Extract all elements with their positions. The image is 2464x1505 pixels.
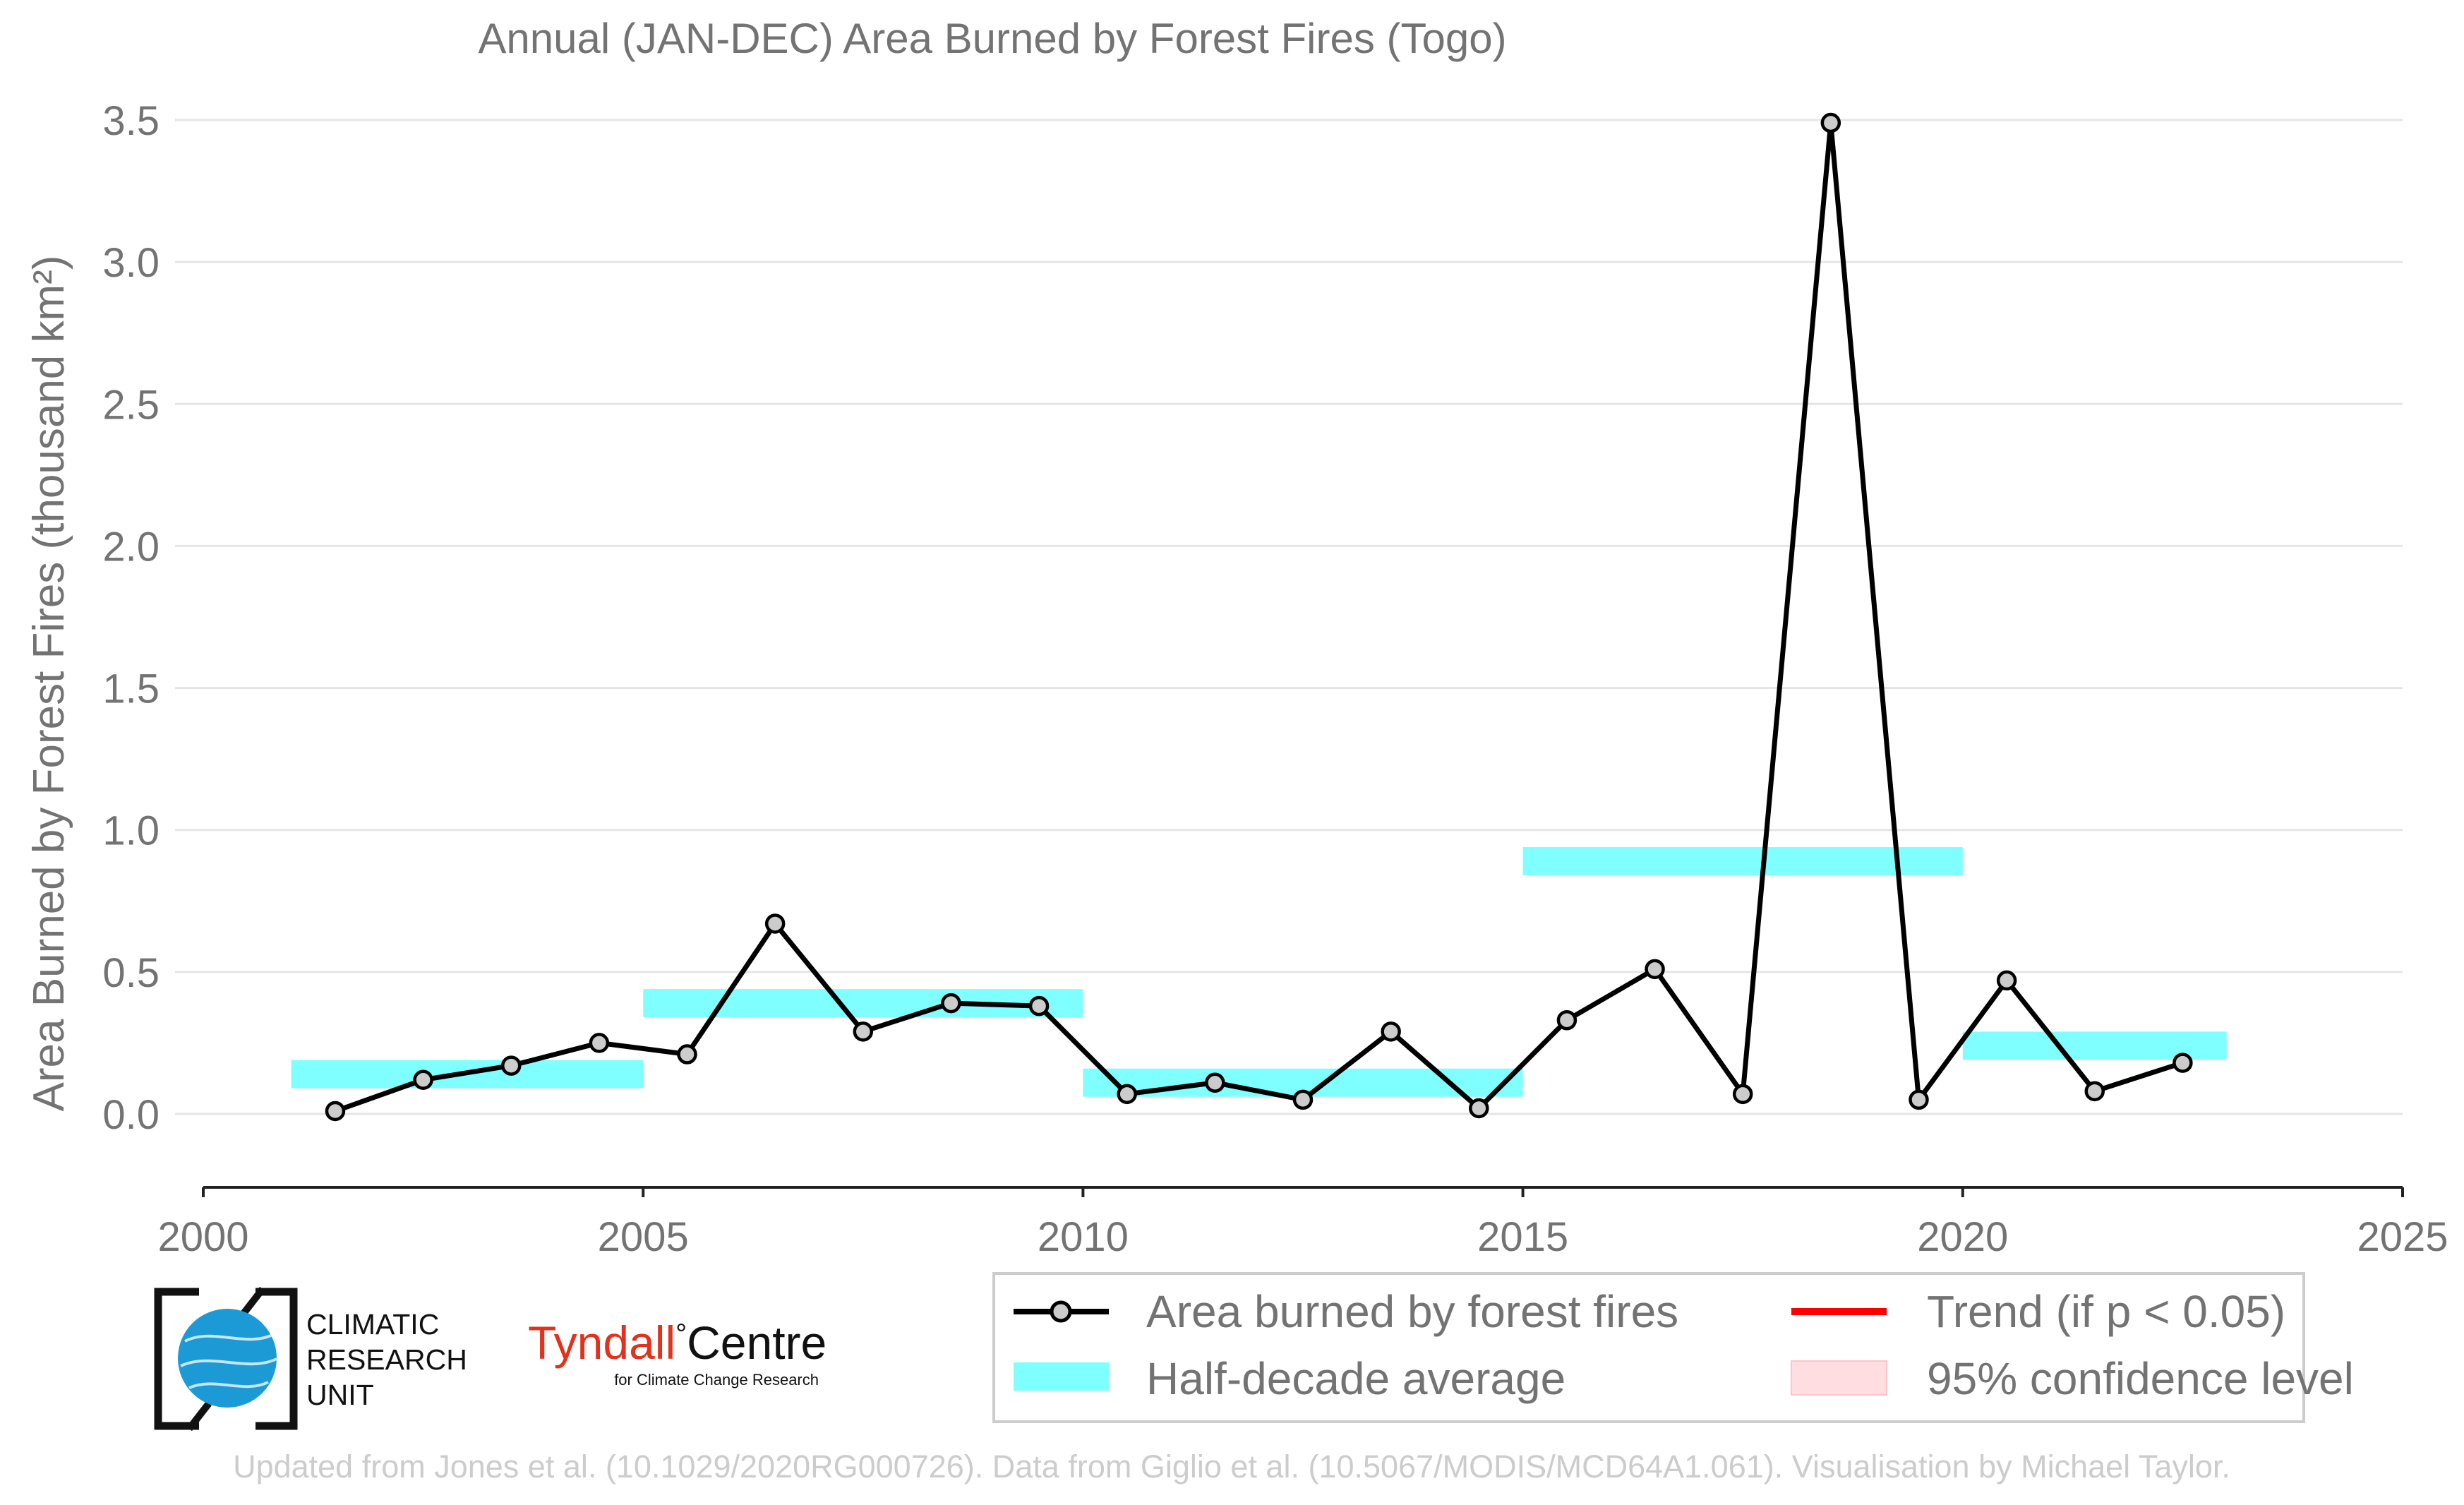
data-point-18 <box>1909 1089 1929 1110</box>
y-tick-label-3: 1.5 <box>102 666 160 712</box>
chart-title: Annual (JAN-DEC) Area Burned by Forest F… <box>478 15 1506 62</box>
tyndall-wordmark: Tyndall°Centre <box>528 1317 827 1369</box>
tyndall-subtitle: for Climate Change Research <box>614 1371 819 1389</box>
cru-line-1: CLIMATIC <box>306 1308 439 1341</box>
data-point-13 <box>1469 1098 1489 1119</box>
data-point-19 <box>1996 970 2017 991</box>
data-point-8 <box>1028 995 1050 1017</box>
x-tick-label-2: 2010 <box>1038 1214 1129 1260</box>
data-point-10 <box>1205 1072 1225 1093</box>
y-tick-label-4: 2.0 <box>102 524 160 570</box>
legend: Area burned by forest fires Half-decade … <box>992 1272 2354 1423</box>
data-point-14 <box>1556 1009 1577 1031</box>
x-axis: 2000 2005 2010 2015 2020 2025 <box>157 1186 2448 1260</box>
legend-series-marker <box>1050 1300 1072 1323</box>
cru-slash-top <box>240 1286 265 1317</box>
x-tick-label-0: 2000 <box>157 1214 248 1260</box>
y-tick-label-2: 1.0 <box>102 808 160 854</box>
legend-frame <box>992 1272 2305 1423</box>
data-point-1 <box>413 1069 433 1090</box>
y-tick-label-6: 3.0 <box>102 240 160 286</box>
data-point-17 <box>1820 112 1841 133</box>
legend-half-decade-swatch <box>1014 1362 1109 1391</box>
series-line-0 <box>334 122 2184 1114</box>
grid-lines <box>175 119 2403 1115</box>
cru-line-3: UNIT <box>306 1379 374 1411</box>
data-point-7 <box>941 993 961 1014</box>
data-point-0 <box>325 1101 346 1122</box>
y-tick-label-5: 2.5 <box>102 382 160 428</box>
data-point-6 <box>853 1021 874 1042</box>
x-tick-label-5: 2025 <box>2357 1214 2448 1260</box>
tyndall-logo: Tyndall°Centre for Climate Change Resear… <box>528 1317 827 1389</box>
legend-label-confidence: 95% confidence level <box>1927 1353 2354 1404</box>
cru-line-2: RESEARCH <box>306 1343 467 1376</box>
cru-bracket-right <box>256 1288 298 1430</box>
data-point-15 <box>1645 959 1665 980</box>
data-point-20 <box>2084 1081 2105 1102</box>
cru-logo: CLIMATIC RESEARCH UNIT <box>154 1286 467 1432</box>
cru-bracket-left <box>154 1288 199 1430</box>
y-tick-label-1: 0.5 <box>102 950 160 996</box>
data-point-4 <box>677 1044 697 1065</box>
data-point-11 <box>1292 1089 1314 1110</box>
x-tick-label-1: 2005 <box>598 1214 689 1260</box>
series-layer <box>325 112 2193 1122</box>
y-tick-labels: 0.0 0.5 1.0 1.5 2.0 2.5 3.0 3.5 <box>102 98 160 1138</box>
legend-confidence-swatch <box>1791 1360 1887 1396</box>
data-point-3 <box>589 1033 610 1053</box>
legend-label-half-decade: Half-decade average <box>1146 1353 1565 1404</box>
x-tick-label-3: 2015 <box>1477 1214 1568 1260</box>
data-point-16 <box>1732 1084 1753 1105</box>
cru-slash-bottom <box>186 1401 212 1432</box>
x-tick-label-4: 2020 <box>1917 1214 2008 1260</box>
legend-label-series: Area burned by forest fires <box>1146 1286 1678 1337</box>
data-point-21 <box>2172 1053 2193 1073</box>
half-decade-band-3 <box>1522 846 1963 875</box>
data-point-12 <box>1381 1021 1401 1042</box>
data-point-9 <box>1117 1084 1137 1105</box>
cru-globe-icon <box>178 1309 277 1408</box>
cru-globe-swirl <box>180 1333 277 1389</box>
legend-label-trend: Trend (if p < 0.05) <box>1927 1286 2285 1337</box>
y-tick-label-0: 0.0 <box>102 1092 160 1138</box>
data-point-2 <box>500 1055 522 1076</box>
data-point-5 <box>764 913 786 934</box>
credit-line: Updated from Jones et al. (10.1029/2020R… <box>233 1449 2230 1485</box>
y-tick-label-7: 3.5 <box>102 98 160 144</box>
y-axis-label: Area Burned by Forest Fires (thousand km… <box>25 256 73 1112</box>
